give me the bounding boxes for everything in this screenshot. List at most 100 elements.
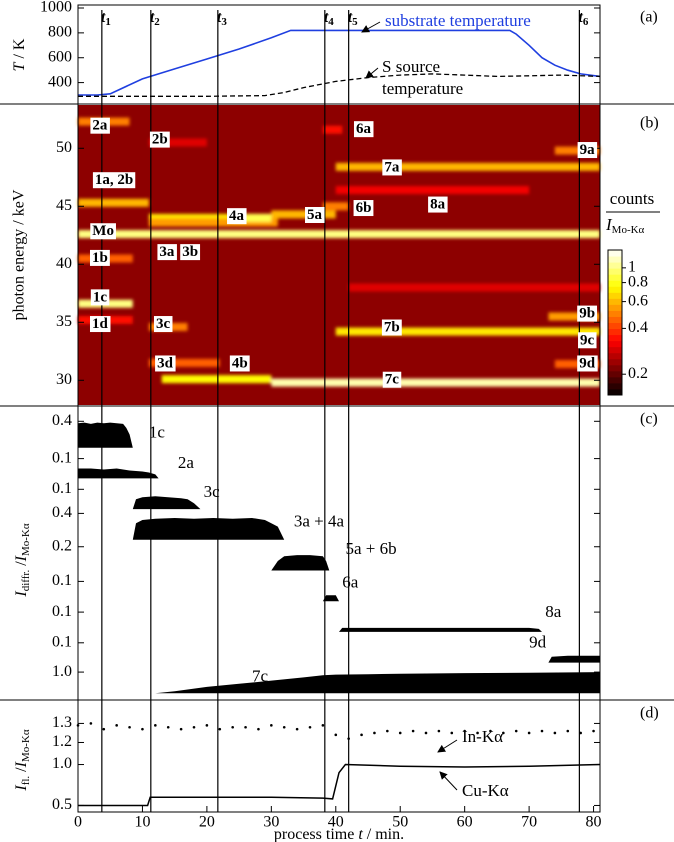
- peak-label-box: [382, 371, 402, 388]
- data-point: [270, 724, 273, 727]
- data-point: [257, 727, 260, 731]
- x-axis-label: process time t / min.: [274, 826, 404, 842]
- y-axis-label: Ifl. /IMo-Kα: [13, 729, 32, 791]
- time-marker-label: t6: [578, 9, 588, 28]
- colorbar-segment: [608, 328, 622, 336]
- colorbar-segment: [608, 274, 622, 281]
- data-point: [437, 729, 441, 733]
- data-point: [566, 729, 570, 733]
- time-marker-label: t3: [217, 9, 227, 28]
- colorbar-segment: [608, 250, 622, 257]
- peak-label: 7b: [384, 320, 400, 336]
- peak-label: 2a: [92, 118, 108, 134]
- peak-label: 1c: [93, 289, 108, 305]
- peak-label: 1d: [92, 316, 109, 332]
- data-point: [192, 725, 196, 729]
- data-point: [295, 727, 299, 731]
- series-annotation: substrate temperature: [385, 11, 531, 30]
- colorbar-tick-label: 0.4: [628, 319, 648, 336]
- colorbar-segment: [608, 262, 622, 269]
- peak-label-box: [90, 117, 110, 134]
- colorbar-segment: [608, 358, 622, 366]
- x-tick-label: 20: [199, 814, 215, 831]
- y-tick-label: 0.1: [52, 633, 72, 650]
- x-tick-label: 10: [134, 814, 150, 831]
- heatmap-band: [322, 125, 343, 134]
- heatmap-band: [348, 283, 600, 292]
- peak-label-box: [353, 200, 374, 217]
- peak-label: 1b: [92, 250, 108, 266]
- peak-label-box: [227, 208, 247, 225]
- peak-label-box: [428, 196, 448, 213]
- data-point: [205, 724, 209, 727]
- data-point: [231, 725, 234, 729]
- y-axis-label: T / K: [11, 38, 28, 71]
- y-tick-label: 0.5: [52, 796, 72, 813]
- data-point: [502, 731, 505, 735]
- peak-label: 5a: [307, 207, 323, 223]
- colorbar-title: counts: [610, 189, 654, 208]
- heatmap-band: [548, 312, 600, 321]
- heatmap-band: [148, 358, 220, 367]
- data-point: [244, 725, 247, 729]
- colorbar-tick-label: 0.2: [628, 365, 648, 382]
- panel-label: (b): [640, 115, 659, 132]
- peak-label: 6a: [356, 121, 372, 137]
- x-tick-label: 60: [457, 814, 473, 831]
- time-marker-label: t2: [150, 9, 160, 28]
- peak-label: Mo: [92, 223, 114, 239]
- strip-area: [78, 422, 133, 448]
- data-point: [592, 729, 595, 733]
- strip-area: [339, 627, 542, 632]
- y-tick-label: 600: [48, 48, 72, 65]
- heatmap-band: [335, 162, 600, 171]
- x-tick-label: 70: [521, 814, 537, 831]
- peak-label-box: [382, 159, 402, 176]
- time-marker-label: t1: [101, 9, 111, 28]
- y-axis-label: Idiffr. /IMo-Kα: [13, 523, 32, 597]
- peak-label: 3a: [159, 244, 175, 260]
- y-tick-label: 0.4: [52, 412, 72, 429]
- heatmap-band: [148, 213, 278, 222]
- data-point: [102, 727, 106, 731]
- colorbar-segment: [608, 346, 622, 354]
- peak-label: 6b: [356, 200, 372, 216]
- data-point: [141, 727, 144, 731]
- data-point: [527, 731, 531, 735]
- peak-label-box: [92, 172, 136, 189]
- panel-label: (a): [640, 9, 658, 26]
- series-line: [78, 763, 601, 807]
- y-tick-label: 0.4: [52, 504, 72, 521]
- data-point: [128, 725, 131, 729]
- colorbar-segment: [608, 286, 622, 293]
- colorbar-segment: [608, 298, 622, 305]
- strip-area: [548, 655, 600, 663]
- y-tick-label: 1.3: [52, 714, 72, 731]
- colorbar-segment: [608, 340, 622, 348]
- series-line: [78, 73, 601, 97]
- heatmap-band: [322, 202, 349, 211]
- colorbar-segment: [608, 388, 622, 396]
- data-point: [321, 724, 325, 727]
- y-tick-label: 800: [48, 24, 72, 41]
- x-tick-label: 40: [328, 814, 344, 831]
- peak-label: 4b: [232, 355, 248, 371]
- x-tick-label: 50: [392, 814, 408, 831]
- peak-label-box: [305, 206, 325, 223]
- data-point: [553, 731, 557, 735]
- heatmap-band: [148, 218, 278, 227]
- peak-label-box: [155, 355, 176, 372]
- peak-label-box: [90, 223, 116, 240]
- data-point: [540, 729, 544, 733]
- peak-label-box: [577, 142, 598, 159]
- data-point: [386, 729, 389, 733]
- x-tick-label: 0: [74, 814, 82, 831]
- y-tick-label: 0.1: [52, 572, 72, 589]
- peak-label: 7c: [385, 372, 400, 388]
- colorbar-segment: [608, 268, 622, 275]
- data-point: [115, 724, 118, 727]
- data-point: [373, 731, 376, 735]
- panel-label: (c): [640, 411, 658, 428]
- peak-label-box: [157, 244, 177, 261]
- colorbar-subtitle: IMo-Kα: [605, 215, 645, 236]
